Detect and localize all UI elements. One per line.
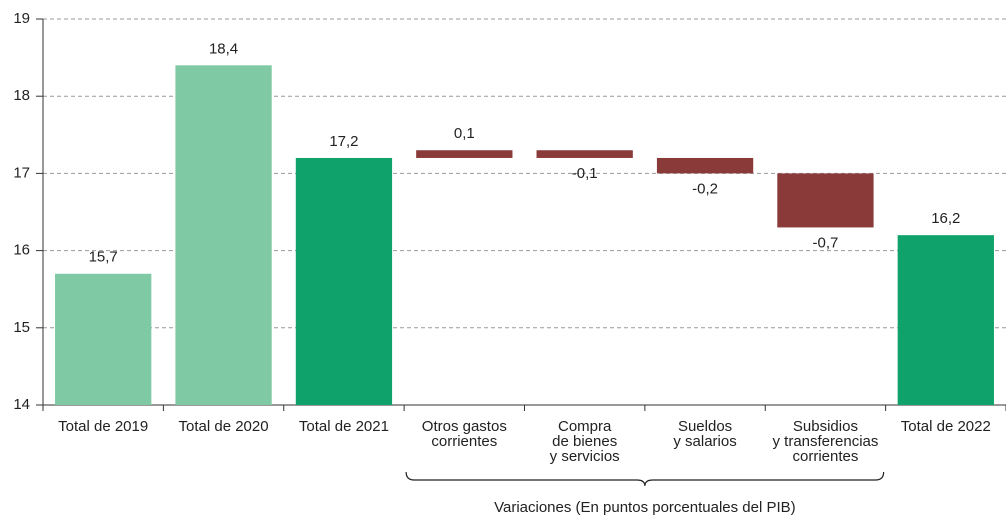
- x-tick-label: corrientes: [793, 448, 859, 465]
- x-tick-label: Total de 2020: [179, 418, 269, 435]
- value-label: -0,1: [572, 165, 598, 182]
- annotation: Variaciones (En puntos porcentuales del …: [494, 499, 796, 516]
- x-tick-label: Otros gastos: [422, 418, 507, 435]
- y-tick-label: 18: [13, 87, 30, 104]
- bar: [897, 235, 994, 405]
- value-label: -0,2: [692, 180, 718, 197]
- bracket: [405, 471, 885, 487]
- x-tick-label: de bienes: [552, 433, 617, 450]
- y-tick-label: 15: [13, 319, 30, 336]
- x-tick-label: y transferencias: [772, 433, 878, 450]
- x-tick-label: Total de 2019: [58, 418, 148, 435]
- value-label: 18,4: [209, 40, 238, 57]
- y-tick-label: 16: [13, 242, 30, 259]
- x-tick-label: Total de 2022: [901, 418, 991, 435]
- bar: [175, 65, 272, 405]
- bar: [656, 157, 754, 174]
- y-tick-label: 19: [13, 10, 30, 27]
- bar: [55, 273, 152, 405]
- value-label: 17,2: [329, 133, 358, 150]
- x-tick-label: y servicios: [550, 448, 620, 465]
- y-tick-label: 14: [13, 396, 30, 413]
- bar: [416, 150, 513, 158]
- bar: [536, 150, 633, 158]
- value-label: 16,2: [931, 210, 960, 227]
- x-tick-label: y salarios: [673, 433, 736, 450]
- value-label: 0,1: [454, 125, 475, 142]
- x-tick-label: Subsidios: [793, 418, 858, 435]
- x-tick-label: Compra: [558, 418, 612, 435]
- x-tick-label: Total de 2021: [299, 418, 389, 435]
- y-tick-label: 17: [13, 164, 30, 181]
- value-label: 15,7: [89, 249, 118, 266]
- value-label: -0,7: [813, 234, 839, 251]
- x-tick-label: corrientes: [431, 433, 497, 450]
- bar: [295, 157, 393, 405]
- x-tick-label: Sueldos: [678, 418, 732, 435]
- bar: [777, 173, 874, 228]
